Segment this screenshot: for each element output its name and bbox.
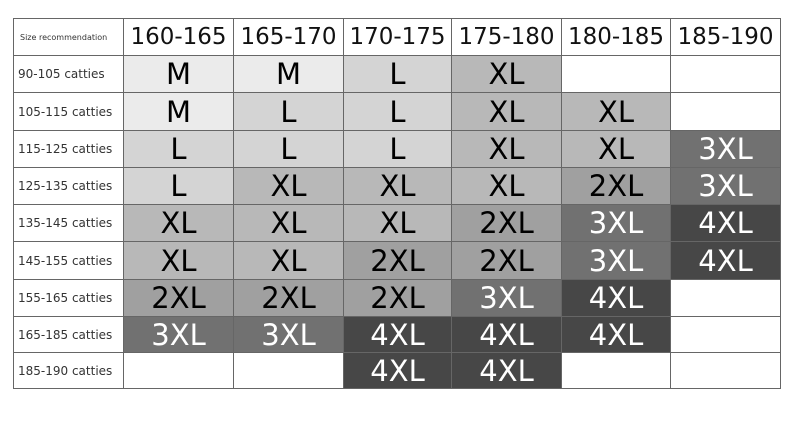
- row-header-weight: 105-115 catties: [13, 92, 124, 131]
- size-cell: XL: [451, 55, 562, 93]
- size-cell: 2XL: [123, 279, 234, 317]
- empty-cell: [233, 352, 344, 389]
- size-cell: M: [233, 55, 344, 93]
- size-cell: XL: [451, 92, 562, 131]
- size-cell: L: [343, 55, 452, 93]
- size-cell: 4XL: [451, 352, 562, 389]
- size-cell: 2XL: [343, 279, 452, 317]
- size-cell: 3XL: [670, 130, 781, 168]
- empty-cell: [561, 352, 671, 389]
- size-cell: XL: [123, 241, 234, 280]
- size-cell: XL: [233, 167, 344, 205]
- size-cell: 4XL: [561, 279, 671, 317]
- column-header-height: 165-170: [233, 18, 344, 56]
- table-row: 125-135 catties L XL XL XL 2XL 3XL: [13, 167, 781, 205]
- size-cell: 3XL: [451, 279, 562, 317]
- row-header-weight: 165-185 catties: [13, 316, 124, 353]
- empty-cell: [670, 279, 781, 317]
- size-chart-table: Size recommendation 160-165 165-170 170-175…: [13, 18, 781, 389]
- size-cell: 2XL: [561, 167, 671, 205]
- column-header-height: 180-185: [561, 18, 671, 56]
- size-cell: 2XL: [343, 241, 452, 280]
- column-header-height: 185-190: [670, 18, 781, 56]
- row-header-weight: 135-145 catties: [13, 204, 124, 242]
- size-cell: XL: [233, 241, 344, 280]
- table-row: 185-190 catties 4XL 4XL: [13, 352, 781, 389]
- size-cell: 3XL: [123, 316, 234, 353]
- size-cell: XL: [561, 92, 671, 131]
- empty-cell: [670, 55, 781, 93]
- size-cell: 4XL: [343, 316, 452, 353]
- size-cell: XL: [561, 130, 671, 168]
- size-cell: 4XL: [451, 316, 562, 353]
- table-row: 155-165 catties 2XL 2XL 2XL 3XL 4XL: [13, 279, 781, 317]
- size-cell: L: [233, 92, 344, 131]
- size-cell: 3XL: [670, 167, 781, 205]
- size-cell: XL: [233, 204, 344, 242]
- size-cell: 2XL: [451, 204, 562, 242]
- size-cell: XL: [451, 167, 562, 205]
- empty-cell: [670, 352, 781, 389]
- table-row: 135-145 catties XL XL XL 2XL 3XL 4XL: [13, 204, 781, 242]
- size-cell: 3XL: [561, 241, 671, 280]
- size-cell: 2XL: [451, 241, 562, 280]
- size-cell: M: [123, 92, 234, 131]
- size-cell: 3XL: [561, 204, 671, 242]
- empty-cell: [670, 316, 781, 353]
- table-row: 105-115 catties M L L XL XL: [13, 92, 781, 131]
- column-header-height: 170-175: [343, 18, 452, 56]
- row-header-weight: 90-105 catties: [13, 55, 124, 93]
- size-cell: L: [123, 130, 234, 168]
- column-header-height: 160-165: [123, 18, 234, 56]
- size-cell: L: [233, 130, 344, 168]
- size-cell: 3XL: [233, 316, 344, 353]
- size-cell: M: [123, 55, 234, 93]
- table-row: 115-125 catties L L L XL XL 3XL: [13, 130, 781, 168]
- header-row: Size recommendation 160-165 165-170 170-175…: [13, 18, 781, 56]
- empty-cell: [561, 55, 671, 93]
- size-cell: L: [343, 92, 452, 131]
- row-header-weight: 145-155 catties: [13, 241, 124, 280]
- row-header-weight: 115-125 catties: [13, 130, 124, 168]
- table-row: 145-155 catties XL XL 2XL 2XL 3XL 4XL: [13, 241, 781, 280]
- size-cell: XL: [343, 167, 452, 205]
- size-cell: L: [123, 167, 234, 205]
- size-cell: XL: [123, 204, 234, 242]
- row-header-weight: 185-190 catties: [13, 352, 124, 389]
- table-row: 90-105 catties M M L XL: [13, 55, 781, 93]
- size-cell: L: [343, 130, 452, 168]
- size-cell: XL: [451, 130, 562, 168]
- size-cell: 4XL: [561, 316, 671, 353]
- size-cell: 2XL: [233, 279, 344, 317]
- size-cell: 4XL: [670, 241, 781, 280]
- size-cell: XL: [343, 204, 452, 242]
- row-header-weight: 155-165 catties: [13, 279, 124, 317]
- empty-cell: [123, 352, 234, 389]
- size-cell: 4XL: [343, 352, 452, 389]
- corner-label: Size recommendation: [13, 18, 124, 56]
- empty-cell: [670, 92, 781, 131]
- column-header-height: 175-180: [451, 18, 562, 56]
- row-header-weight: 125-135 catties: [13, 167, 124, 205]
- size-cell: 4XL: [670, 204, 781, 242]
- table-row: 165-185 catties 3XL 3XL 4XL 4XL 4XL: [13, 316, 781, 353]
